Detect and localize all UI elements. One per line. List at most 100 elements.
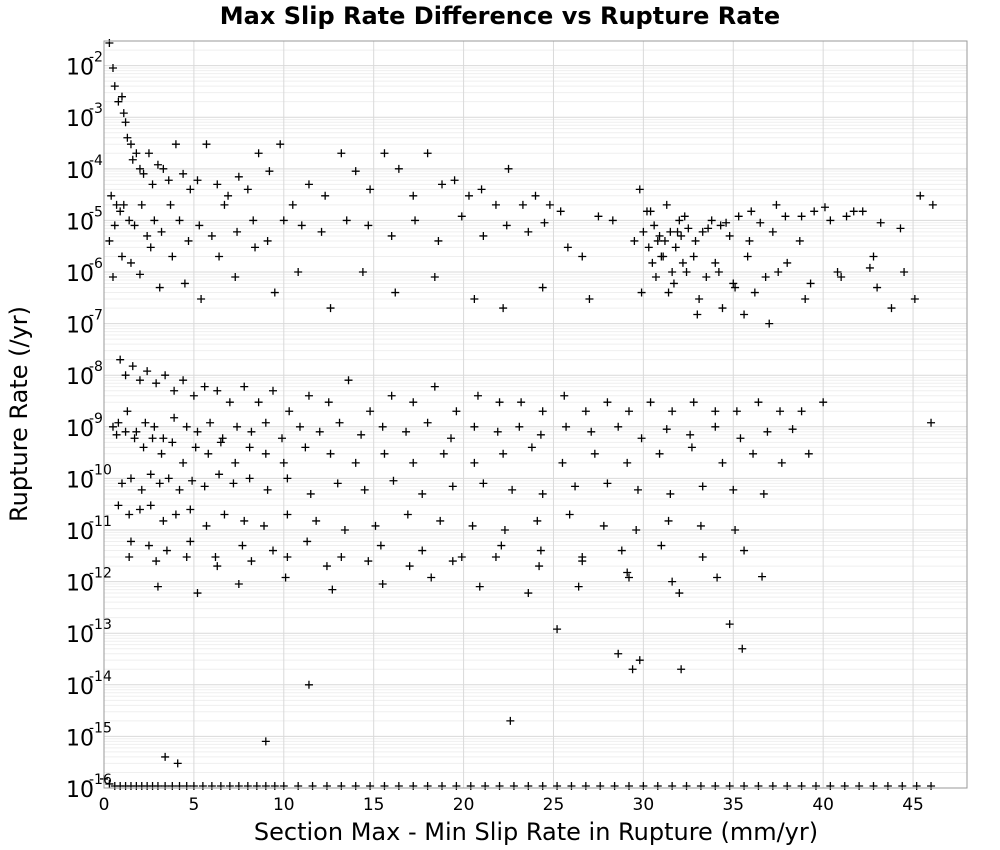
data-point <box>668 577 677 586</box>
data-point <box>261 418 270 427</box>
data-point <box>152 557 161 566</box>
data-point <box>121 118 130 127</box>
data-point <box>500 526 509 535</box>
data-point <box>304 180 313 189</box>
data-point <box>155 479 164 488</box>
data-point <box>497 541 506 550</box>
y-axis-ticks: 10-210-310-410-510-610-710-810-910-1010-… <box>66 50 112 803</box>
data-point <box>768 782 777 790</box>
data-point <box>623 458 632 467</box>
data-point <box>126 258 135 267</box>
data-point <box>150 422 159 431</box>
data-point <box>633 485 642 494</box>
data-point <box>207 231 216 240</box>
data-point <box>673 227 682 236</box>
data-point <box>538 782 547 790</box>
data-point <box>358 268 367 277</box>
data-point <box>776 407 785 416</box>
data-point <box>718 304 727 313</box>
data-point <box>639 227 648 236</box>
data-point <box>545 200 554 209</box>
data-point <box>698 482 707 491</box>
data-point <box>795 236 804 245</box>
data-point <box>164 474 173 483</box>
y-tick-label: 10-13 <box>66 617 112 648</box>
data-point <box>509 782 518 790</box>
data-point <box>380 149 389 158</box>
y-tick-base: 10 <box>66 314 94 339</box>
data-point <box>668 268 677 277</box>
data-point <box>438 782 447 790</box>
data-point <box>664 288 673 297</box>
data-point <box>405 562 414 571</box>
data-point <box>578 557 587 566</box>
x-tick-label: 25 <box>543 795 565 815</box>
data-point <box>240 516 249 525</box>
data-point <box>628 665 637 674</box>
data-point <box>664 516 673 525</box>
data-point <box>696 521 705 530</box>
data-point <box>308 782 317 790</box>
data-point <box>247 427 256 436</box>
data-point <box>759 489 768 498</box>
data-point <box>225 398 234 407</box>
data-point <box>538 283 547 292</box>
data-point <box>179 169 188 178</box>
y-tick-label: 10-16 <box>66 772 112 803</box>
data-point <box>279 458 288 467</box>
data-point <box>630 236 639 245</box>
data-point <box>283 510 292 519</box>
data-point <box>617 546 626 555</box>
data-point <box>558 458 567 467</box>
data-point <box>105 236 114 245</box>
data-point <box>344 376 353 385</box>
y-tick-label: 10-2 <box>66 50 103 81</box>
data-point <box>716 221 725 230</box>
data-point <box>596 782 605 790</box>
data-point <box>637 434 646 443</box>
data-point <box>128 362 137 371</box>
data-point <box>213 386 222 395</box>
data-point <box>927 418 936 427</box>
data-point <box>678 258 687 267</box>
data-point <box>900 268 909 277</box>
data-point <box>283 474 292 483</box>
y-tick-label: 10-12 <box>66 566 112 597</box>
data-point <box>869 782 878 790</box>
y-tick-exponent: -14 <box>89 669 112 685</box>
data-point <box>725 620 734 629</box>
data-point <box>677 665 686 674</box>
data-point <box>491 552 500 561</box>
data-point <box>184 236 193 245</box>
data-point <box>171 140 180 149</box>
data-point <box>446 434 455 443</box>
data-point <box>161 782 170 790</box>
data-point <box>402 427 411 436</box>
data-point <box>105 779 114 788</box>
data-point <box>170 386 179 395</box>
data-point <box>761 273 770 282</box>
data-point <box>524 589 533 598</box>
data-point <box>533 516 542 525</box>
y-tick-base: 10 <box>66 520 94 545</box>
data-point <box>380 782 389 790</box>
data-point <box>117 479 126 488</box>
data-point <box>524 782 533 790</box>
data-point <box>452 407 461 416</box>
data-point <box>666 227 675 236</box>
data-point <box>234 579 243 588</box>
data-points <box>100 39 937 790</box>
data-point <box>251 243 260 252</box>
x-tick-label: 20 <box>453 795 475 815</box>
y-tick-exponent: -11 <box>89 514 112 530</box>
data-point <box>125 552 134 561</box>
data-point <box>535 562 544 571</box>
data-point <box>378 579 387 588</box>
y-tick-label: 10-4 <box>66 153 103 184</box>
data-point <box>772 200 781 209</box>
data-point <box>105 39 114 47</box>
data-point <box>161 371 170 380</box>
data-point <box>574 582 583 591</box>
data-point <box>215 470 224 479</box>
data-point <box>112 200 121 209</box>
